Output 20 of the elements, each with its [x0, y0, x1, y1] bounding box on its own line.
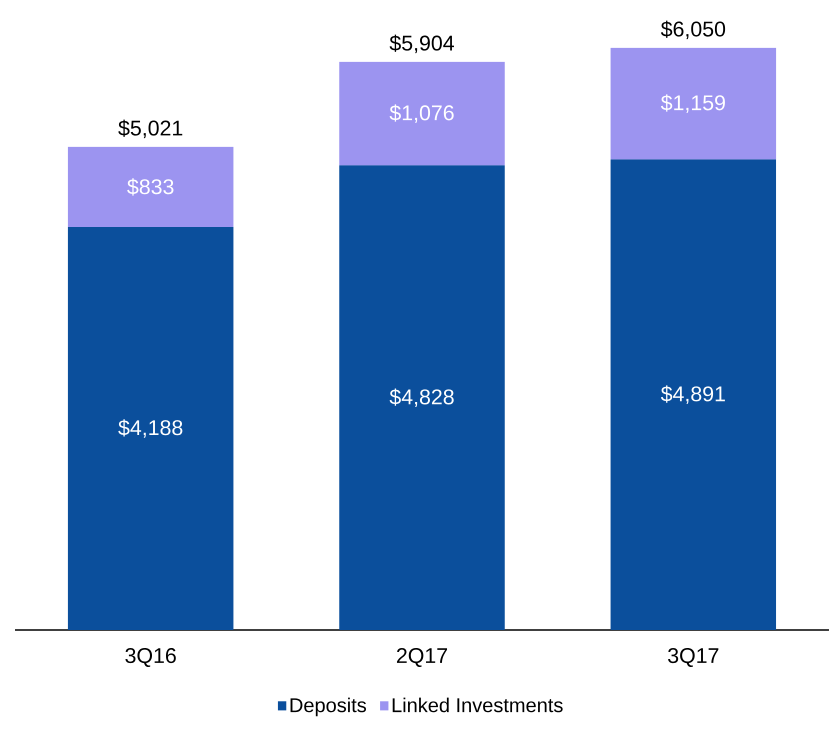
x-tick-label: 3Q17: [668, 648, 718, 667]
bar: [339, 165, 505, 630]
bar: [68, 227, 234, 630]
data-label: $1,076: [390, 104, 454, 123]
total-label: $5,021: [118, 120, 182, 138]
bar: [68, 146, 234, 228]
total-label: $6,050: [660, 20, 726, 40]
data-label: $4,188: [118, 419, 182, 438]
data-label: $4,828: [390, 388, 454, 407]
legend-label: Deposits: [290, 698, 366, 716]
data-label: $1,159: [660, 94, 725, 113]
bar: [339, 62, 505, 166]
total-label: $5,904: [390, 34, 454, 54]
legend-label: Linked Investments: [392, 698, 563, 712]
x-tick-label: 3Q16: [125, 648, 176, 667]
bar: [610, 159, 776, 630]
data-label: $4,891: [660, 385, 725, 404]
data-label: $833: [127, 178, 174, 196]
bar: [610, 48, 776, 160]
x-tick-label: 2Q17: [396, 648, 448, 667]
